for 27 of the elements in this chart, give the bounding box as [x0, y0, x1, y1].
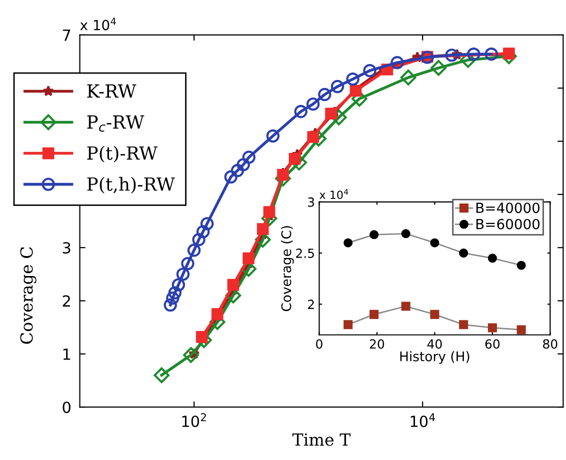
legend-label: P(t,h)-RW	[87, 176, 175, 194]
x-axis-title: Time T	[292, 433, 351, 446]
y-tick-label: 2	[62, 295, 70, 307]
legend-label: B=60000	[476, 218, 540, 230]
legend-label: K-RW	[87, 84, 136, 98]
legend-label: P(t)-RW	[87, 146, 158, 162]
x-tick-label: 0	[316, 339, 322, 349]
annotation: x 10$^{4}$	[320, 188, 348, 200]
x-tick-label: 40	[427, 339, 442, 349]
y-tick-label: 7	[63, 30, 70, 41]
x-tick-label: 80	[543, 339, 558, 349]
x-tick-label: 10$^{4}$	[410, 413, 435, 428]
y-tick-label: 0	[62, 402, 70, 414]
y-axis-title: Coverage (C)	[281, 226, 294, 312]
legend-label: P$_{c}$-RW	[87, 115, 144, 132]
y-tick-label: 3	[308, 197, 314, 207]
text: x 10$^{4}$	[80, 18, 116, 30]
x-tick-label: 10$^{2}$	[182, 413, 206, 428]
x-tick-label: 60	[485, 339, 500, 349]
y-tick-label: 2	[308, 300, 314, 309]
y-tick-label: 1	[63, 348, 70, 360]
legend-label: B=40000	[476, 202, 540, 214]
x-tick-label: 20	[370, 339, 384, 349]
y-tick-label: 2.5	[296, 248, 314, 258]
x-axis-title: History (H)	[400, 351, 470, 364]
y-tick-label: 3	[62, 242, 70, 254]
y-axis-title: Coverage C	[20, 247, 36, 344]
